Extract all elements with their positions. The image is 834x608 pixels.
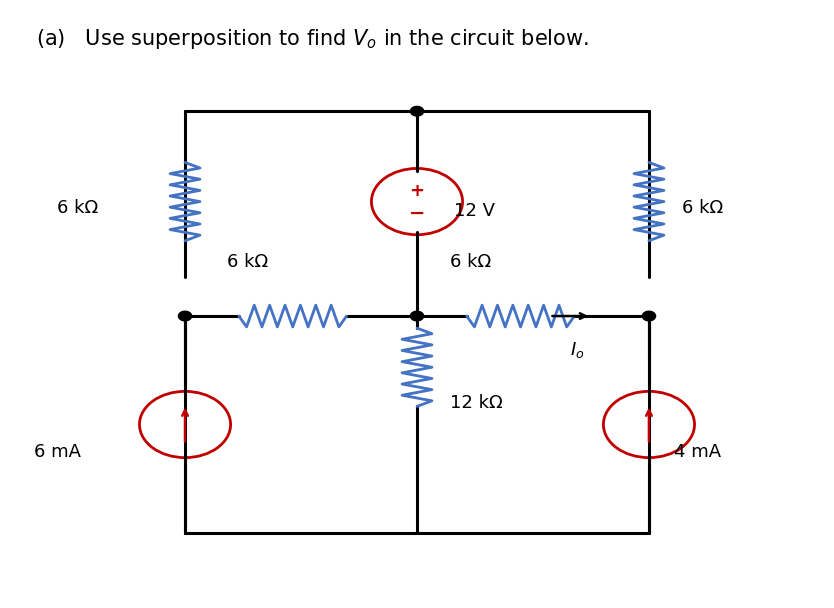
Text: 4 mA: 4 mA bbox=[674, 443, 721, 461]
Circle shape bbox=[410, 311, 424, 321]
Text: 6 kΩ: 6 kΩ bbox=[57, 199, 98, 216]
Text: 6 kΩ: 6 kΩ bbox=[227, 253, 268, 271]
Text: $I_o$: $I_o$ bbox=[570, 340, 585, 360]
Text: (a)   Use superposition to find $V_o$ in the circuit below.: (a) Use superposition to find $V_o$ in t… bbox=[36, 27, 589, 51]
Text: +: + bbox=[409, 182, 425, 200]
Text: −: − bbox=[409, 204, 425, 223]
Circle shape bbox=[410, 106, 424, 116]
Text: 6 mA: 6 mA bbox=[34, 443, 82, 461]
Text: 12 kΩ: 12 kΩ bbox=[450, 395, 503, 412]
Text: 12 V: 12 V bbox=[455, 202, 495, 219]
Text: 6 kΩ: 6 kΩ bbox=[450, 253, 491, 271]
Text: 6 kΩ: 6 kΩ bbox=[682, 199, 723, 216]
Circle shape bbox=[642, 311, 656, 321]
Circle shape bbox=[178, 311, 192, 321]
